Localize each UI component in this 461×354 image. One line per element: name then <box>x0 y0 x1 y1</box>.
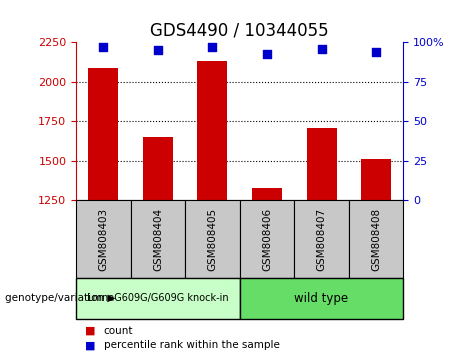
Point <box>209 44 216 50</box>
Text: genotype/variation ▶: genotype/variation ▶ <box>5 293 115 303</box>
Bar <box>307 127 337 200</box>
Text: wild type: wild type <box>295 292 349 305</box>
Text: GSM808407: GSM808407 <box>317 207 326 270</box>
Bar <box>197 61 227 200</box>
Text: GSM808404: GSM808404 <box>153 207 163 270</box>
Text: GSM808408: GSM808408 <box>371 207 381 270</box>
Point <box>154 47 162 53</box>
Text: GSM808403: GSM808403 <box>98 207 108 270</box>
Text: ■: ■ <box>85 340 96 350</box>
Text: count: count <box>104 326 133 336</box>
Bar <box>294 200 349 278</box>
Title: GDS4490 / 10344055: GDS4490 / 10344055 <box>150 22 329 40</box>
Text: LmnaG609G/G609G knock-in: LmnaG609G/G609G knock-in <box>87 293 229 303</box>
Bar <box>361 159 391 200</box>
Text: ■: ■ <box>85 326 96 336</box>
Bar <box>143 137 173 200</box>
Bar <box>76 200 130 278</box>
Bar <box>240 200 294 278</box>
Text: percentile rank within the sample: percentile rank within the sample <box>104 340 280 350</box>
Point <box>263 51 271 56</box>
Bar <box>349 200 403 278</box>
Text: GSM808405: GSM808405 <box>207 207 218 270</box>
Point <box>372 49 380 55</box>
Bar <box>252 188 282 200</box>
Point <box>100 44 107 50</box>
Bar <box>185 200 240 278</box>
Bar <box>76 278 240 319</box>
Text: GSM808406: GSM808406 <box>262 207 272 270</box>
Bar <box>240 278 403 319</box>
Bar <box>89 68 118 200</box>
Point <box>318 46 325 52</box>
Bar <box>130 200 185 278</box>
